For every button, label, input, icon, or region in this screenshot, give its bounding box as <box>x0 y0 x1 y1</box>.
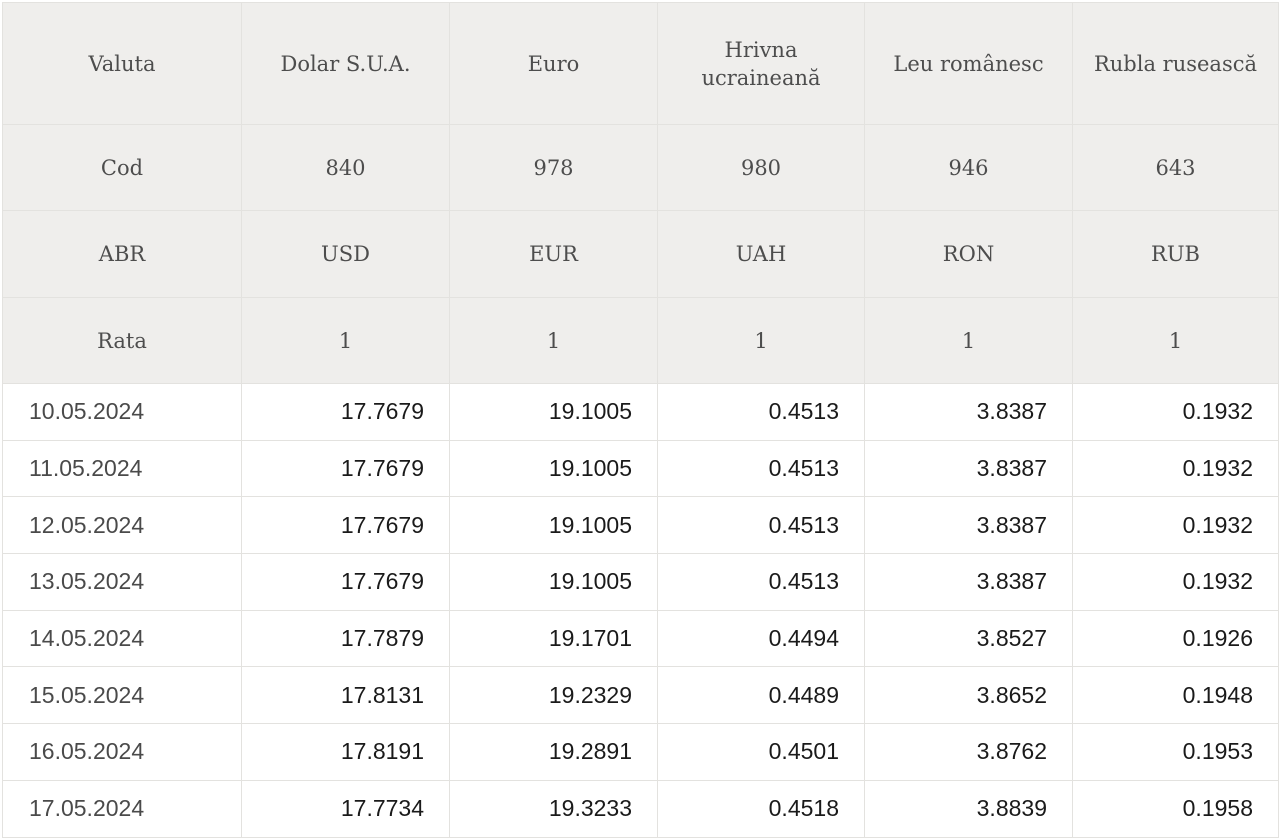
rate-uah: 0.4513 <box>657 553 865 611</box>
row-date: 17.05.2024 <box>2 779 242 838</box>
rate-usd: 17.7679 <box>241 496 450 555</box>
row-date: 13.05.2024 <box>2 553 242 611</box>
rate-uah: 0.4513 <box>657 383 865 441</box>
rate-usd: 17.7679 <box>241 383 450 441</box>
header-row-cod: Cod 840 978 980 946 643 <box>2 124 1279 211</box>
table-row: 11.05.2024 17.7679 19.1005 0.4513 3.8387… <box>2 439 1279 498</box>
rate-uah: 0.4494 <box>657 609 865 668</box>
rate-usd: 17.7879 <box>241 609 450 668</box>
header-row-abr: ABR USD EUR UAH RON RUB <box>2 210 1279 298</box>
header-label-abr: ABR <box>2 210 242 298</box>
rate-rub: 0.1932 <box>1072 553 1279 611</box>
currency-rate-uah: 1 <box>657 297 865 384</box>
rate-ron: 3.8387 <box>864 439 1073 498</box>
row-date: 12.05.2024 <box>2 496 242 555</box>
rate-ron: 3.8387 <box>864 553 1073 611</box>
rate-rub: 0.1953 <box>1072 723 1279 781</box>
header-row-rata: Rata 1 1 1 1 1 <box>2 297 1279 384</box>
rate-rub: 0.1932 <box>1072 439 1279 498</box>
row-date: 15.05.2024 <box>2 666 242 725</box>
currency-name-rub: Rubla rusească <box>1072 2 1279 125</box>
row-date: 16.05.2024 <box>2 723 242 781</box>
rate-eur: 19.1005 <box>449 496 658 555</box>
rate-uah: 0.4501 <box>657 723 865 781</box>
rate-rub: 0.1932 <box>1072 383 1279 441</box>
table-row: 17.05.2024 17.7734 19.3233 0.4518 3.8839… <box>2 779 1279 838</box>
rate-eur: 19.1701 <box>449 609 658 668</box>
currency-name-uah: Hrivna ucraineană <box>657 2 865 125</box>
rate-ron: 3.8839 <box>864 779 1073 838</box>
rate-rub: 0.1926 <box>1072 609 1279 668</box>
currency-code-ron: 946 <box>864 124 1073 211</box>
currency-name-usd: Dolar S.U.A. <box>241 2 450 125</box>
currency-abbr-uah: UAH <box>657 210 865 298</box>
currency-rate-rub: 1 <box>1072 297 1279 384</box>
rate-eur: 19.3233 <box>449 779 658 838</box>
rate-eur: 19.1005 <box>449 383 658 441</box>
table-row: 13.05.2024 17.7679 19.1005 0.4513 3.8387… <box>2 553 1279 611</box>
table-row: 15.05.2024 17.8131 19.2329 0.4489 3.8652… <box>2 666 1279 725</box>
rate-rub: 0.1948 <box>1072 666 1279 725</box>
rate-uah: 0.4513 <box>657 496 865 555</box>
rate-usd: 17.8131 <box>241 666 450 725</box>
currency-rate-eur: 1 <box>449 297 658 384</box>
rate-usd: 17.8191 <box>241 723 450 781</box>
table-row: 12.05.2024 17.7679 19.1005 0.4513 3.8387… <box>2 496 1279 555</box>
currency-rate-usd: 1 <box>241 297 450 384</box>
currency-name-ron: Leu românesc <box>864 2 1073 125</box>
currency-code-uah: 980 <box>657 124 865 211</box>
rate-usd: 17.7679 <box>241 553 450 611</box>
rate-ron: 3.8387 <box>864 383 1073 441</box>
currency-code-usd: 840 <box>241 124 450 211</box>
rate-ron: 3.8652 <box>864 666 1073 725</box>
rate-uah: 0.4513 <box>657 439 865 498</box>
rate-eur: 19.2329 <box>449 666 658 725</box>
currency-code-eur: 978 <box>449 124 658 211</box>
rate-eur: 19.1005 <box>449 553 658 611</box>
header-label-rata: Rata <box>2 297 242 384</box>
rate-uah: 0.4489 <box>657 666 865 725</box>
header-label-cod: Cod <box>2 124 242 211</box>
currency-abbr-usd: USD <box>241 210 450 298</box>
row-date: 11.05.2024 <box>2 439 242 498</box>
header-row-valuta: Valuta Dolar S.U.A. Euro Hrivna ucrainea… <box>2 2 1279 125</box>
table-row: 10.05.2024 17.7679 19.1005 0.4513 3.8387… <box>2 383 1279 441</box>
row-date: 10.05.2024 <box>2 383 242 441</box>
rate-eur: 19.1005 <box>449 439 658 498</box>
header-label-valuta: Valuta <box>2 2 242 125</box>
table-row: 16.05.2024 17.8191 19.2891 0.4501 3.8762… <box>2 723 1279 781</box>
rate-usd: 17.7679 <box>241 439 450 498</box>
currency-abbr-rub: RUB <box>1072 210 1279 298</box>
rate-rub: 0.1932 <box>1072 496 1279 555</box>
currency-rate-ron: 1 <box>864 297 1073 384</box>
currency-abbr-eur: EUR <box>449 210 658 298</box>
rate-ron: 3.8762 <box>864 723 1073 781</box>
currency-code-rub: 643 <box>1072 124 1279 211</box>
row-date: 14.05.2024 <box>2 609 242 668</box>
table-row: 14.05.2024 17.7879 19.1701 0.4494 3.8527… <box>2 609 1279 668</box>
rate-usd: 17.7734 <box>241 779 450 838</box>
rate-uah: 0.4518 <box>657 779 865 838</box>
rate-rub: 0.1958 <box>1072 779 1279 838</box>
currency-abbr-ron: RON <box>864 210 1073 298</box>
rate-ron: 3.8527 <box>864 609 1073 668</box>
rate-ron: 3.8387 <box>864 496 1073 555</box>
rate-eur: 19.2891 <box>449 723 658 781</box>
currency-name-eur: Euro <box>449 2 658 125</box>
